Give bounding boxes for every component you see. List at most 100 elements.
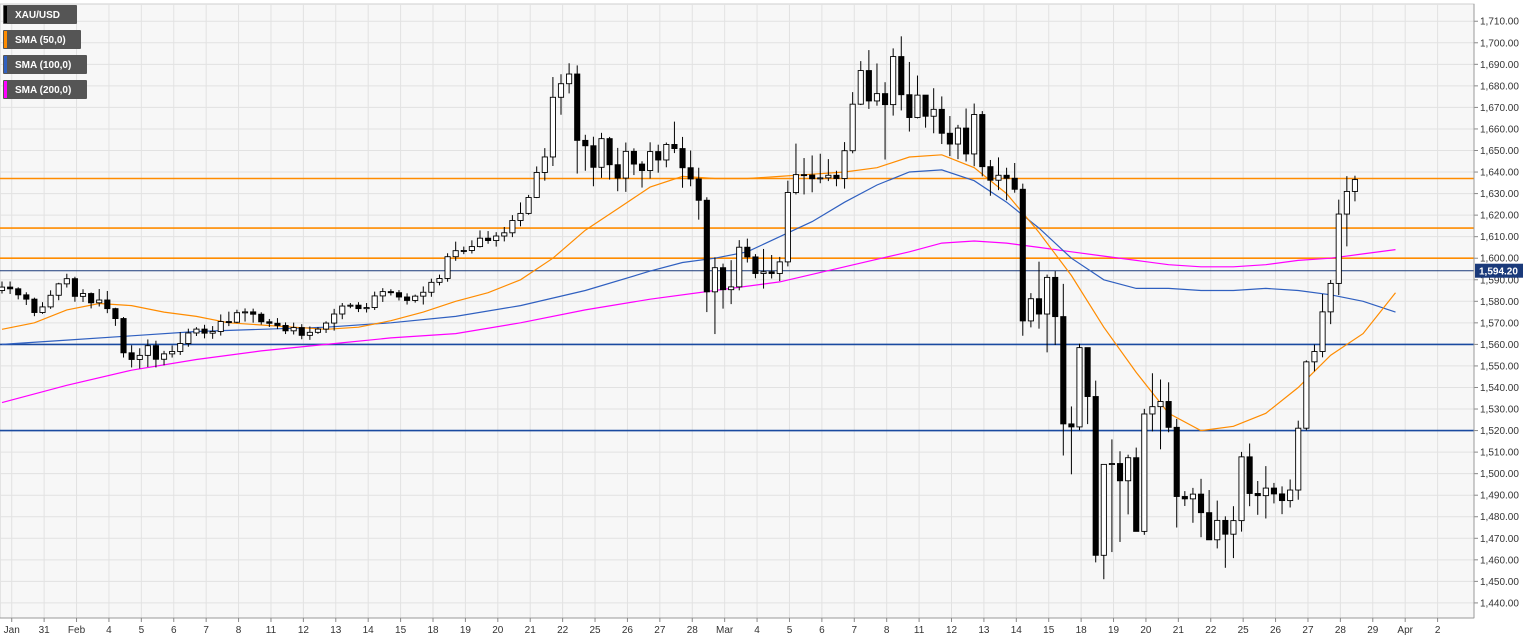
x-tick: 11 (266, 618, 277, 636)
candle (979, 111, 986, 177)
candle-body (387, 291, 394, 294)
x-tick-label: 11 (266, 625, 277, 636)
x-tick: 28 (687, 618, 698, 636)
y-tick-label: 1,600.00 (1480, 254, 1519, 265)
candle-body (1133, 457, 1140, 532)
candle (363, 303, 370, 313)
candle (638, 161, 646, 188)
y-tick-label: 1,570.00 (1480, 318, 1519, 329)
x-tick-label: 27 (654, 625, 666, 636)
candle-body (752, 256, 759, 274)
x-tick: 11 (914, 618, 925, 636)
candle (630, 148, 637, 176)
x-tick: Apr (1397, 618, 1414, 636)
x-tick-label: 6 (171, 625, 177, 636)
x-tick-label: 19 (1108, 625, 1120, 636)
candle-body (104, 299, 111, 310)
candle-body (1003, 174, 1010, 179)
y-tick: 1,640.00 (1474, 168, 1519, 179)
candle-body (493, 235, 500, 242)
y-tick-label: 1,610.00 (1480, 232, 1519, 243)
candle-body (250, 311, 257, 315)
candle (825, 159, 832, 182)
candle (1206, 490, 1213, 541)
x-tick: Feb (68, 618, 86, 636)
candle-body (120, 318, 127, 354)
candle-body (266, 321, 273, 324)
candle-body (1311, 351, 1318, 363)
candle-body (152, 345, 159, 360)
candle (225, 311, 232, 327)
x-tick: 25 (1238, 618, 1249, 636)
candle-body (533, 172, 540, 198)
candle-body (906, 94, 913, 118)
candle-body (882, 93, 889, 106)
candle (112, 307, 119, 326)
candle-body (1060, 316, 1067, 425)
candle (476, 230, 484, 248)
candle (914, 75, 921, 119)
x-tick: 28 (1335, 618, 1346, 636)
candle-body (1287, 489, 1294, 502)
y-tick-label: 1,690.00 (1480, 60, 1519, 71)
candle-body (1125, 457, 1132, 482)
x-tick: 19 (460, 618, 471, 636)
candle (647, 142, 654, 179)
x-tick-label: 22 (557, 625, 569, 636)
candle (1060, 283, 1067, 456)
candle (468, 240, 475, 254)
candle-body (566, 73, 573, 85)
candle-body (1011, 177, 1018, 190)
x-tick-label: 4 (754, 625, 760, 636)
candle (185, 328, 192, 347)
x-tick: 4 (754, 618, 760, 636)
x-tick-label: Feb (68, 625, 86, 636)
candle-body (258, 313, 265, 323)
candle (144, 339, 151, 368)
candle-body (517, 212, 524, 221)
legend-item: SMA (50,0) (3, 30, 81, 49)
candle (817, 153, 824, 184)
candle (541, 148, 548, 181)
y-tick: 1,520.00 (1474, 426, 1519, 437)
candle-body (801, 174, 808, 177)
candle (217, 314, 224, 336)
y-tick: 1,590.00 (1474, 275, 1519, 286)
candle (954, 124, 962, 160)
x-tick: 12 (298, 618, 309, 636)
x-tick-label: 13 (978, 625, 990, 636)
y-tick-label: 1,580.00 (1480, 297, 1519, 308)
legend-swatch (4, 56, 7, 73)
candle-body (630, 150, 637, 165)
candle-body (1181, 496, 1188, 500)
candle (1173, 418, 1180, 528)
candle (906, 61, 913, 132)
y-tick-label: 1,590.00 (1480, 275, 1519, 286)
candle-body (1076, 347, 1083, 428)
x-tick: 15 (395, 618, 407, 636)
candle-body (963, 127, 970, 155)
x-tick: 22 (1205, 618, 1217, 636)
candle (47, 290, 54, 309)
candle-body (306, 331, 313, 336)
y-tick: 1,550.00 (1474, 361, 1519, 372)
candle (1165, 382, 1172, 433)
x-tick-label: 4 (106, 625, 112, 636)
candle (728, 260, 735, 305)
candle (96, 289, 103, 307)
candle-body (930, 108, 937, 117)
candle (1076, 343, 1083, 431)
x-tick: 4 (106, 618, 112, 636)
y-tick-label: 1,650.00 (1480, 146, 1519, 157)
x-tick: 18 (1076, 618, 1087, 636)
candle (873, 63, 881, 106)
candle-body (323, 322, 330, 330)
candle-body (1165, 401, 1172, 428)
x-tick: 8 (236, 618, 242, 636)
x-tick: 2 (1435, 618, 1441, 636)
candle-body (574, 73, 581, 141)
candle (1181, 491, 1188, 506)
candle (339, 303, 346, 320)
candle-body (1351, 179, 1359, 192)
candle-body (525, 197, 532, 214)
